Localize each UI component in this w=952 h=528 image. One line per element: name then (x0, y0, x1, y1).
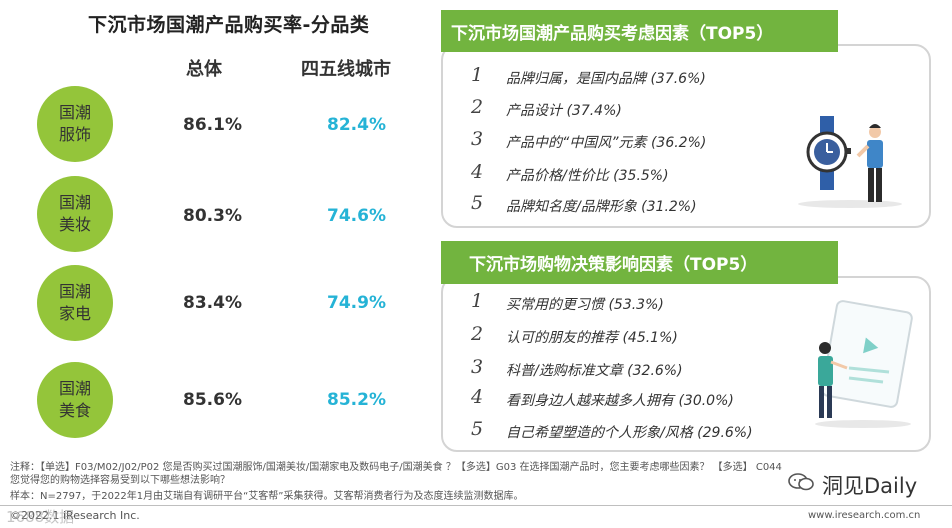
note-line-1: 注释：【单选】F03/M02/J02/P02 您是否购买过国潮服饰/国潮美妆/国… (10, 462, 782, 473)
column-header-city: 四五线城市 (301, 59, 391, 80)
watch-shopper-illustration (798, 116, 902, 208)
top-item-number: 2 (471, 96, 484, 118)
bottom-item-number: 2 (471, 323, 484, 345)
top-item-text: 品牌知名度/品牌形象 (31.2%) (506, 199, 697, 215)
value-total-clothing: 86.1% (183, 115, 242, 135)
copyright: ©2022.1 iResearch Inc. (10, 509, 140, 522)
category-appliance-badge: 国潮家电 (37, 265, 113, 341)
top-item-number: 3 (471, 128, 484, 150)
bottom-item-number: 3 (471, 356, 484, 378)
top-factors-header: 下沉市场国潮产品购买考虑因素（TOP5） (441, 10, 838, 52)
source-url: www.iresearch.com.cn (808, 510, 921, 521)
value-total-food: 85.6% (183, 390, 242, 410)
top-item-text: 产品中的“中国风”元素 (36.2%) (506, 135, 707, 151)
value-city-appliance: 74.9% (327, 293, 386, 313)
top-item-text: 品牌归属，是国内品牌 (37.6%) (506, 71, 706, 87)
column-header-total: 总体 (186, 59, 222, 80)
footer-divider (0, 505, 952, 506)
top-factors-panel (441, 44, 931, 228)
top-item-number: 4 (471, 161, 484, 183)
top-item-text: 产品设计 (37.4%) (506, 103, 622, 119)
tablet-shopper-illustration (815, 300, 913, 428)
bottom-item-text: 自己希望塑造的个人形象/风格 (29.6%) (506, 425, 753, 441)
bottom-item-text: 科普/选购标准文章 (32.6%) (506, 363, 683, 379)
bottom-item-number: 1 (471, 290, 484, 312)
value-total-appliance: 83.4% (183, 293, 242, 313)
value-total-beauty: 80.3% (183, 206, 242, 226)
bottom-item-text: 认可的朋友的推荐 (45.1%) (506, 330, 678, 346)
bottom-item-number: 4 (471, 386, 484, 408)
note-sample: 样本：N=2797，于2022年1月由艾瑞自有调研平台“艾客帮”采集获得。艾客帮… (10, 491, 524, 502)
category-food-badge: 国潮美食 (37, 362, 113, 438)
category-beauty-badge: 国潮美妆 (37, 176, 113, 252)
bottom-item-text: 看到身边人越来越多人拥有 (30.0%) (506, 393, 734, 409)
top-item-text: 产品价格/性价比 (35.5%) (506, 168, 669, 184)
left-title: 下沉市场国潮产品购买率-分品类 (88, 14, 370, 36)
brand-name: 洞见Daily (822, 474, 918, 498)
bottom-factors-header: 下沉市场购物决策影响因素（TOP5） (441, 241, 838, 284)
note-line-2: 您觉得您的购物选择容易受到以下哪些想法影响？ (10, 475, 230, 486)
bottom-item-number: 5 (471, 418, 484, 440)
wechat-icon (788, 472, 814, 492)
bottom-item-text: 买常用的更习惯 (53.3%) (506, 297, 664, 313)
value-city-beauty: 74.6% (327, 206, 386, 226)
value-city-food: 85.2% (327, 390, 386, 410)
watermark-text: 1688数据 (6, 508, 75, 526)
top-item-number: 1 (471, 64, 484, 86)
value-city-clothing: 82.4% (327, 115, 386, 135)
top-item-number: 5 (471, 192, 484, 214)
category-clothing-badge: 国潮服饰 (37, 86, 113, 162)
